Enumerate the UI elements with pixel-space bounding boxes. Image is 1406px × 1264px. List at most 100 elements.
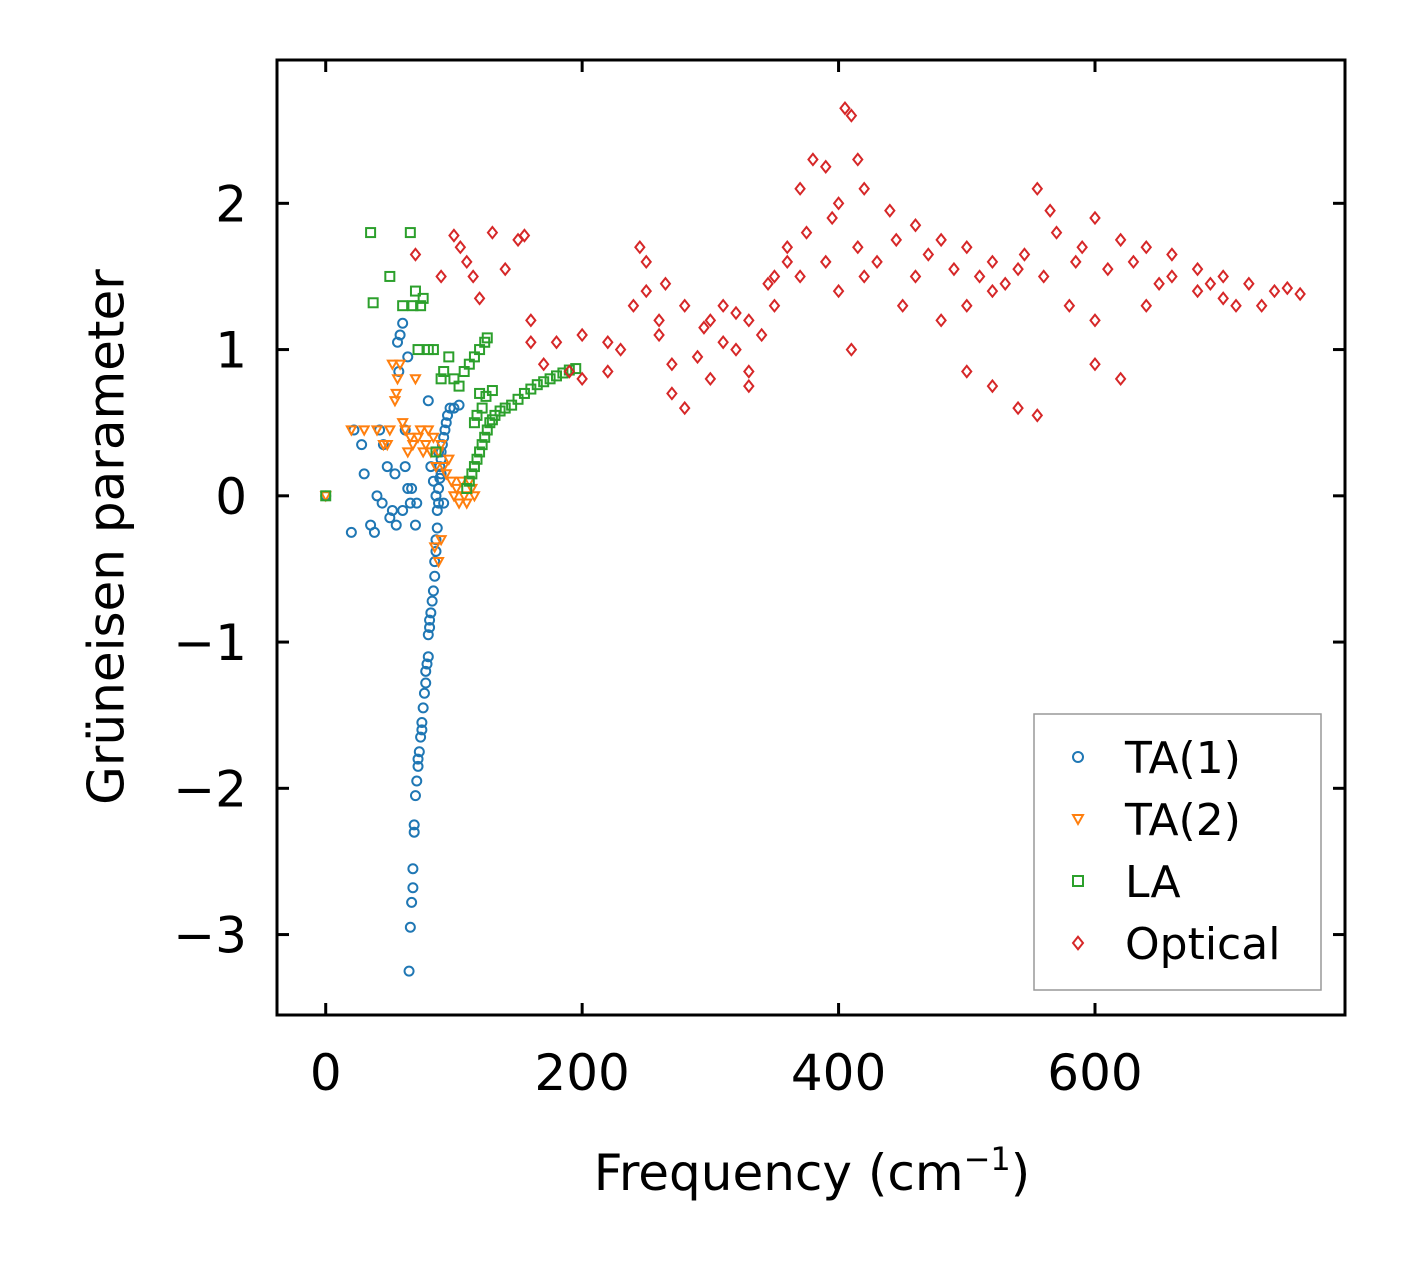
data-point (404, 921, 416, 933)
data-point (704, 313, 717, 328)
data-point (419, 440, 432, 452)
data-point (417, 702, 429, 714)
data-point (1191, 261, 1204, 277)
data-point (506, 399, 518, 411)
data-point (357, 425, 371, 437)
data-point (1031, 181, 1044, 196)
data-point (407, 863, 419, 875)
data-point (417, 292, 429, 304)
legend-items: TA(1) TA(2) LA Optical (1071, 733, 1280, 970)
x-axis-title-close: ) (1011, 1144, 1031, 1202)
data-point (368, 526, 380, 538)
data-point (730, 342, 742, 357)
data-point (422, 651, 434, 663)
data-point (412, 760, 424, 772)
data-point (438, 366, 450, 378)
x-tick-label: 400 (791, 1044, 886, 1102)
data-point (371, 490, 383, 502)
data-point (434, 535, 448, 547)
data-point (402, 483, 414, 495)
data-point (1044, 203, 1056, 218)
data-point (437, 461, 450, 474)
data-point (390, 519, 402, 531)
data-point (356, 439, 368, 451)
data-point (466, 468, 478, 480)
data-point (768, 269, 781, 284)
data-point (422, 425, 435, 437)
data-point (408, 819, 420, 831)
data-point (452, 498, 466, 510)
data-point (421, 658, 433, 670)
data-point (499, 402, 511, 414)
data-point (794, 181, 806, 196)
y-tick-label: 1 (215, 322, 247, 380)
data-point (1076, 239, 1088, 255)
data-point (653, 327, 665, 343)
data-point (404, 432, 417, 444)
data-point (468, 491, 481, 503)
data-point (439, 424, 451, 436)
data-point (1114, 371, 1127, 387)
data-point (717, 298, 729, 313)
data-point (411, 775, 423, 787)
data-point (884, 203, 896, 218)
data-point (435, 373, 447, 385)
x-axis-title: Frequency (cm−1) (594, 1140, 1031, 1202)
data-point (858, 181, 870, 196)
series-optical (409, 101, 1306, 423)
data-point (819, 159, 832, 174)
data-point (557, 367, 569, 379)
data-point (1166, 269, 1178, 284)
data-point (659, 276, 672, 291)
data-point (397, 317, 409, 329)
data-point (431, 504, 443, 516)
data-point (416, 724, 428, 736)
data-point (1114, 232, 1127, 248)
data-point (422, 395, 434, 407)
data-point (415, 300, 427, 312)
legend-item: TA(1) (1072, 733, 1241, 784)
data-point (1294, 286, 1306, 302)
data-point (858, 269, 870, 284)
legend-label: TA(1) (1124, 733, 1241, 784)
data-point (453, 380, 465, 392)
data-point (424, 614, 436, 626)
data-point (1166, 247, 1178, 262)
data-point (909, 218, 922, 233)
data-point (411, 432, 425, 444)
data-point (413, 746, 425, 758)
data-point (768, 298, 781, 313)
data-point (416, 447, 430, 459)
data-point (1012, 261, 1024, 277)
data-point (845, 108, 858, 123)
data-point (832, 283, 845, 299)
data-point (412, 753, 424, 765)
data-point (1217, 291, 1229, 306)
data-point (461, 483, 473, 495)
data-point (376, 497, 388, 509)
data-point (407, 300, 419, 312)
y-tick-label: −2 (173, 760, 247, 818)
x-tick-label: 200 (534, 1044, 629, 1102)
data-point (391, 374, 404, 386)
legend-marker (1072, 875, 1084, 887)
legend: TA(1) TA(2) LA Optical (1033, 713, 1322, 991)
data-point (948, 261, 960, 277)
data-point (973, 269, 986, 284)
data-point (409, 790, 421, 802)
data-point (781, 254, 794, 270)
data-point (370, 425, 384, 437)
data-point (717, 335, 729, 350)
data-point (1012, 400, 1024, 416)
data-point (403, 965, 415, 977)
data-point (935, 232, 947, 248)
data-point (550, 335, 563, 350)
data-point (698, 320, 710, 335)
data-point (381, 461, 393, 473)
data-point (468, 461, 480, 473)
data-point (450, 483, 463, 496)
data-point (852, 239, 864, 255)
series-la (320, 227, 582, 502)
data-point (666, 356, 678, 372)
data-point (454, 239, 467, 255)
